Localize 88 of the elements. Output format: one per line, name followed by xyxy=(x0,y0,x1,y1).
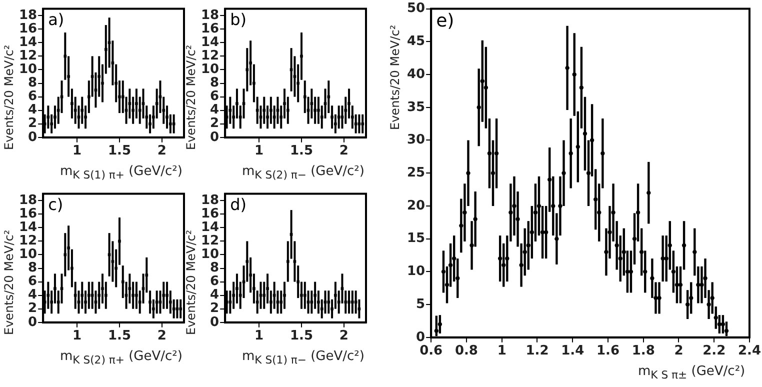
y-tick-label: 5 xyxy=(416,296,426,312)
y-tick-label: 2 xyxy=(210,116,220,132)
y-tick-label: 40 xyxy=(406,66,426,82)
y-tick-label: 15 xyxy=(406,231,426,246)
y-tick-label: 12 xyxy=(18,234,38,249)
x-tick-label: 2 xyxy=(157,328,166,344)
y-tick-label: 45 xyxy=(406,34,426,50)
y-tick-label: 8 xyxy=(28,260,38,276)
y-tick-label: 14 xyxy=(200,35,220,50)
y-tick-label: 0 xyxy=(28,130,38,145)
y-tick-label: 20 xyxy=(406,198,426,214)
x-axis-title: m$_{K S(1) π+}$ (GeV/c²) xyxy=(60,164,182,182)
y-tick-label: 16 xyxy=(18,21,38,36)
y-tick-label: 18 xyxy=(18,8,38,23)
y-tick-label: 0 xyxy=(416,330,426,345)
y-tick-label: 2 xyxy=(210,301,220,316)
y-tick-label: 0 xyxy=(210,314,220,330)
y-tick-label: 12 xyxy=(200,48,220,64)
y-tick-label: 0 xyxy=(28,314,38,330)
x-tick-label: 0.6 xyxy=(420,344,443,359)
y-axis-title: Events/20 MeV/c² xyxy=(2,44,16,150)
y-tick-label: 12 xyxy=(18,48,38,64)
y-tick-label: 10 xyxy=(18,62,38,78)
x-axis-title: m$_{K S π±}$ (GeV/c²) xyxy=(638,364,746,382)
y-tick-label: 4 xyxy=(28,288,38,303)
x-tick-label: 1.5 xyxy=(290,328,314,344)
y-tick-label: 14 xyxy=(200,220,220,236)
x-axis-title: m$_{K S(2) π+}$ (GeV/c²) xyxy=(60,349,182,367)
y-tick-label: 8 xyxy=(28,76,38,91)
y-tick-label: 6 xyxy=(28,274,38,290)
y-axis-title: Events/20 MeV/c² xyxy=(2,230,16,335)
x-axis-title: m$_{K S(1) π−}$ (GeV/c²) xyxy=(242,349,364,367)
x-tick-label: 2.2 xyxy=(702,344,726,359)
x-tick-label: 1 xyxy=(254,328,264,344)
x-tick-label: 2 xyxy=(157,144,166,159)
x-tick-label: 1.5 xyxy=(290,144,314,159)
x-tick-label: 2 xyxy=(674,344,684,359)
y-tick-label: 12 xyxy=(200,234,220,249)
x-tick-label: 0.8 xyxy=(454,344,478,359)
y-tick-label: 30 xyxy=(406,132,426,148)
y-tick-label: 2 xyxy=(28,116,38,132)
x-tick-label: 1 xyxy=(72,328,82,344)
x-tick-label: 1.2 xyxy=(526,344,549,359)
y-tick-label: 2 xyxy=(28,301,38,316)
y-tick-label: 18 xyxy=(200,192,220,208)
y-tick-label: 6 xyxy=(210,274,220,290)
x-tick-label: 2 xyxy=(339,328,348,344)
x-tick-label: 1.4 xyxy=(561,344,584,359)
annotation: e) xyxy=(436,10,454,32)
x-tick-label: 1.8 xyxy=(632,344,655,359)
x-tick-label: 2 xyxy=(339,144,348,159)
x-tick-label: 1.5 xyxy=(108,144,132,159)
y-tick-label: 4 xyxy=(28,102,38,118)
y-tick-label: 16 xyxy=(200,21,220,36)
x-tick-label: 1 xyxy=(497,344,506,359)
y-tick-label: 10 xyxy=(406,264,426,280)
annotation: c) xyxy=(48,194,64,214)
y-tick-label: 10 xyxy=(200,247,220,262)
y-axis-title: Events/20 MeV/c² xyxy=(184,230,198,335)
annotation: a) xyxy=(48,10,64,29)
y-tick-label: 6 xyxy=(210,89,220,104)
y-tick-label: 25 xyxy=(406,165,426,180)
y-tick-label: 4 xyxy=(210,102,220,118)
y-tick-label: 35 xyxy=(406,100,426,115)
annotation: b) xyxy=(230,10,246,29)
y-tick-label: 8 xyxy=(210,260,220,276)
x-axis-title: m$_{K S(2) π−}$ (GeV/c²) xyxy=(242,164,364,182)
y-tick-label: 18 xyxy=(18,192,38,208)
y-tick-label: 14 xyxy=(18,35,38,50)
x-tick-label: 1 xyxy=(254,144,264,159)
x-tick-label: 1.5 xyxy=(108,328,132,344)
x-tick-label: 1.6 xyxy=(596,344,620,359)
y-tick-label: 16 xyxy=(200,206,220,222)
y-axis-title: Events/20 MeV/c² xyxy=(388,24,402,130)
y-tick-label: 16 xyxy=(18,206,38,222)
y-axis-title: Events/20 MeV/c² xyxy=(184,44,198,150)
y-tick-label: 18 xyxy=(200,8,220,23)
y-tick-label: 50 xyxy=(406,1,426,16)
y-tick-label: 10 xyxy=(200,62,220,78)
x-tick-label: 2.4 xyxy=(738,344,761,359)
y-tick-label: 4 xyxy=(210,288,220,303)
y-tick-label: 6 xyxy=(28,89,38,104)
annotation: d) xyxy=(230,194,246,214)
y-tick-label: 0 xyxy=(210,130,220,145)
y-tick-label: 14 xyxy=(18,220,38,236)
y-tick-label: 8 xyxy=(210,76,220,91)
y-tick-label: 10 xyxy=(18,247,38,262)
x-tick-label: 1 xyxy=(72,144,82,159)
